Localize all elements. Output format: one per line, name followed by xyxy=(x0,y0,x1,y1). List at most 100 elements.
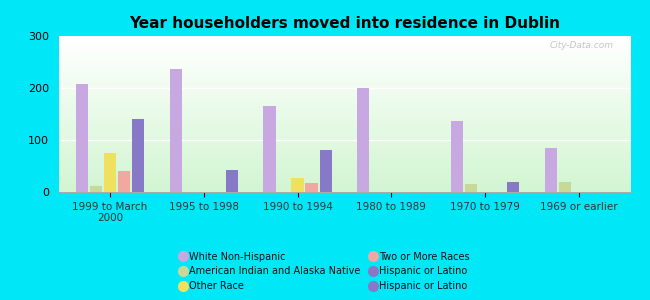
Bar xyxy=(58,55,630,56)
Bar xyxy=(58,61,630,62)
Bar xyxy=(291,178,304,192)
Bar xyxy=(465,184,477,192)
Bar xyxy=(132,119,144,192)
Bar xyxy=(58,88,630,89)
Bar xyxy=(451,121,463,192)
Bar xyxy=(58,184,630,186)
Bar xyxy=(58,159,630,161)
Bar xyxy=(58,161,630,162)
Bar xyxy=(58,49,630,50)
Bar xyxy=(603,36,626,192)
Bar xyxy=(131,36,626,192)
Bar xyxy=(58,119,630,120)
Bar xyxy=(58,164,630,166)
Bar xyxy=(58,153,630,154)
Bar xyxy=(221,36,626,192)
Bar xyxy=(58,98,630,100)
Bar xyxy=(58,166,630,167)
Bar xyxy=(58,173,630,175)
Bar xyxy=(170,69,182,192)
Bar xyxy=(232,36,626,192)
Bar xyxy=(76,84,88,192)
Bar xyxy=(58,105,630,106)
Bar xyxy=(153,36,626,192)
Bar xyxy=(58,72,630,74)
Bar xyxy=(412,36,626,192)
Bar xyxy=(58,67,630,69)
Bar xyxy=(58,186,630,187)
Bar xyxy=(58,189,630,190)
Bar xyxy=(58,142,630,144)
Bar xyxy=(569,36,626,192)
Bar xyxy=(58,59,630,61)
Bar xyxy=(468,36,626,192)
Bar xyxy=(288,36,626,192)
Bar xyxy=(58,116,630,117)
Bar xyxy=(58,147,630,148)
Legend: White Non-Hispanic, American Indian and Alaska Native, Other Race, Two or More R: White Non-Hispanic, American Indian and … xyxy=(177,248,473,295)
Bar xyxy=(507,182,519,192)
Bar xyxy=(614,36,626,192)
Bar xyxy=(58,172,630,173)
Bar xyxy=(58,154,630,156)
Bar xyxy=(58,38,630,39)
Bar xyxy=(58,128,630,130)
Bar xyxy=(58,127,630,128)
Bar xyxy=(58,80,630,81)
Bar xyxy=(320,150,332,192)
Bar xyxy=(322,36,626,192)
Bar xyxy=(255,36,626,192)
Bar xyxy=(480,36,626,192)
Text: City-Data.com: City-Data.com xyxy=(549,41,614,50)
Bar xyxy=(491,36,626,192)
Bar xyxy=(58,183,630,184)
Bar xyxy=(434,36,626,192)
Bar xyxy=(581,36,626,192)
Bar xyxy=(423,36,626,192)
Bar xyxy=(120,36,626,192)
Bar xyxy=(164,36,626,192)
Bar xyxy=(58,162,630,164)
Bar xyxy=(58,62,630,64)
Bar xyxy=(58,50,630,52)
Bar xyxy=(58,81,630,83)
Bar xyxy=(558,182,571,192)
Bar xyxy=(58,95,630,97)
Bar xyxy=(58,167,630,169)
Bar xyxy=(266,36,626,192)
Bar xyxy=(378,36,626,192)
Bar xyxy=(58,112,630,114)
Bar xyxy=(58,133,630,134)
Bar xyxy=(58,152,630,153)
Bar xyxy=(58,76,630,78)
Bar xyxy=(58,75,630,76)
Bar xyxy=(58,190,630,192)
Bar xyxy=(58,89,630,91)
Bar xyxy=(58,91,630,92)
Bar xyxy=(104,153,116,192)
Bar xyxy=(306,183,318,192)
Bar xyxy=(176,36,626,192)
Bar xyxy=(389,36,626,192)
Bar xyxy=(226,170,238,192)
Bar xyxy=(58,45,630,47)
Bar xyxy=(558,36,626,192)
Bar xyxy=(58,53,630,55)
Bar xyxy=(58,122,630,123)
Bar xyxy=(58,69,630,70)
Bar xyxy=(263,106,276,192)
Bar xyxy=(187,36,626,192)
Bar xyxy=(592,36,626,192)
Bar xyxy=(333,36,626,192)
Bar xyxy=(58,123,630,125)
Bar xyxy=(58,66,630,67)
Bar xyxy=(209,36,626,192)
Bar xyxy=(58,84,630,86)
Bar xyxy=(58,52,630,53)
Bar xyxy=(58,58,630,59)
Bar xyxy=(525,36,626,192)
Bar xyxy=(58,64,630,66)
Bar xyxy=(58,140,630,142)
Bar xyxy=(300,36,626,192)
Bar xyxy=(58,83,630,84)
